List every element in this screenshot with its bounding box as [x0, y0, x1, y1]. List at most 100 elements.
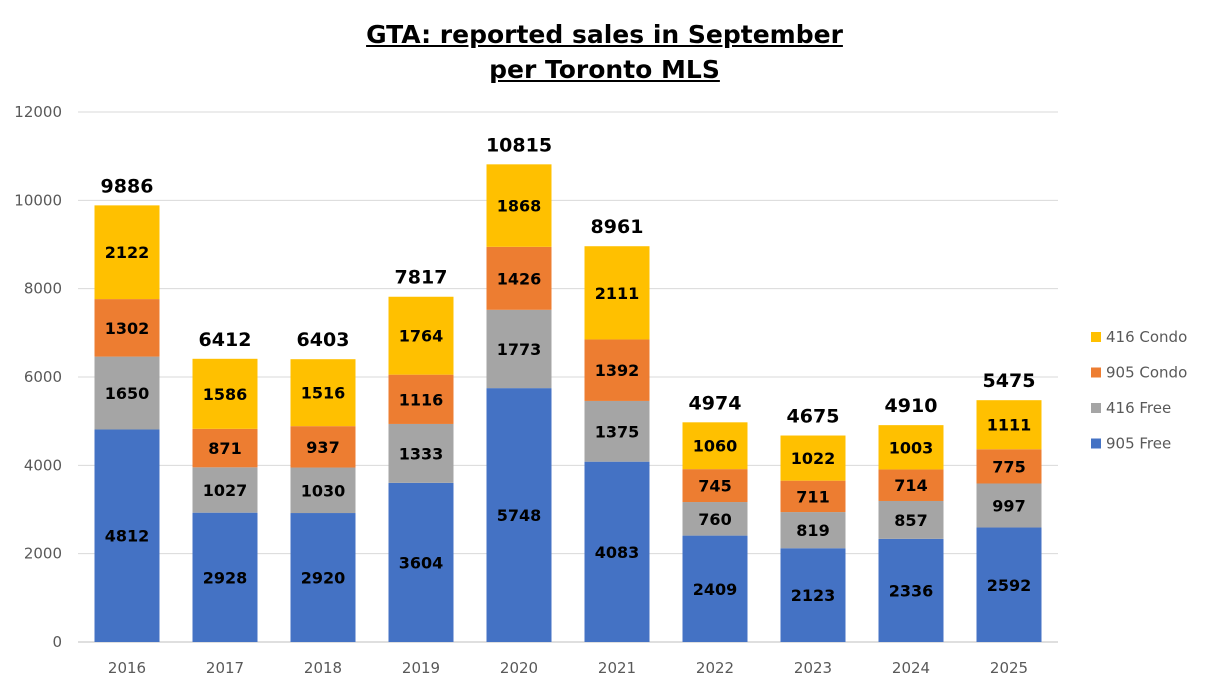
- data-label-416-condo-2022: 1060: [693, 437, 738, 456]
- y-tick-label: 10000: [14, 191, 62, 209]
- x-tick-label: 2016: [108, 659, 146, 677]
- x-tick-label: 2019: [402, 659, 440, 677]
- data-label-905-free-2025: 2592: [987, 576, 1032, 595]
- data-label-416-free-2022: 760: [698, 510, 731, 529]
- data-label-416-condo-2018: 1516: [301, 384, 346, 403]
- bar-905-free-2017: [192, 512, 258, 642]
- legend-label-905-condo: 905 Condo: [1106, 364, 1187, 382]
- bar-416-free-2019: [388, 423, 454, 483]
- bar-905-free-2022: [682, 535, 748, 642]
- bar-905-free-2024: [878, 538, 944, 642]
- data-label-416-free-2016: 1650: [105, 384, 150, 403]
- x-tick-label: 2024: [892, 659, 930, 677]
- bar-905-condo-2019: [388, 374, 454, 424]
- data-label-905-condo-2018: 937: [306, 438, 339, 457]
- data-label-905-condo-2023: 711: [796, 487, 829, 506]
- total-label-2024: 4910: [885, 395, 938, 417]
- data-label-905-condo-2020: 1426: [497, 269, 542, 288]
- y-tick-label: 6000: [24, 368, 62, 386]
- data-label-905-free-2021: 4083: [595, 543, 640, 562]
- x-tick-label: 2022: [696, 659, 734, 677]
- data-label-905-condo-2016: 1302: [105, 319, 150, 338]
- legend-swatch-905-condo: [1091, 367, 1101, 378]
- x-tick-label: 2018: [304, 659, 342, 677]
- data-label-416-free-2019: 1333: [399, 444, 444, 463]
- total-label-2019: 7817: [395, 267, 448, 289]
- bar-416-free-2025: [976, 483, 1042, 528]
- bar-905-condo-2024: [878, 469, 944, 501]
- data-label-416-condo-2016: 2122: [105, 243, 150, 262]
- data-label-416-condo-2025: 1111: [987, 416, 1032, 435]
- bar-416-condo-2024: [878, 425, 944, 470]
- data-label-416-condo-2021: 2111: [595, 284, 640, 303]
- bar-416-free-2023: [780, 512, 846, 549]
- bar-905-free-2020: [486, 388, 552, 642]
- bar-416-free-2016: [94, 356, 160, 430]
- data-label-416-condo-2019: 1764: [399, 327, 444, 346]
- data-label-905-condo-2021: 1392: [595, 361, 640, 380]
- bar-905-free-2021: [584, 461, 650, 642]
- data-label-905-free-2022: 2409: [693, 580, 738, 599]
- total-label-2021: 8961: [591, 216, 644, 238]
- bar-416-condo-2023: [780, 435, 846, 481]
- bar-905-condo-2025: [976, 449, 1042, 484]
- legend-label-416-condo: 416 Condo: [1106, 328, 1187, 346]
- bar-416-free-2021: [584, 400, 650, 462]
- bar-905-condo-2018: [290, 426, 356, 468]
- bar-416-condo-2018: [290, 359, 356, 427]
- total-label-2025: 5475: [983, 370, 1036, 392]
- data-label-905-condo-2022: 745: [698, 477, 731, 496]
- data-label-416-free-2023: 819: [796, 521, 829, 540]
- data-label-905-free-2023: 2123: [791, 586, 836, 605]
- bar-905-free-2019: [388, 482, 454, 642]
- bar-416-free-2022: [682, 502, 748, 536]
- bar-905-free-2018: [290, 513, 356, 642]
- data-label-416-free-2020: 1773: [497, 340, 542, 359]
- data-label-416-free-2024: 857: [894, 511, 927, 530]
- data-label-905-free-2016: 4812: [105, 527, 150, 546]
- data-label-905-free-2020: 5748: [497, 506, 542, 525]
- data-label-416-condo-2023: 1022: [791, 449, 836, 468]
- data-label-416-free-2017: 1027: [203, 481, 248, 500]
- x-tick-label: 2020: [500, 659, 538, 677]
- data-label-905-free-2019: 3604: [399, 553, 444, 572]
- bar-905-free-2025: [976, 527, 1042, 642]
- data-label-416-free-2018: 1030: [301, 481, 346, 500]
- bar-905-condo-2021: [584, 339, 650, 401]
- data-label-416-condo-2017: 1586: [203, 385, 248, 404]
- data-label-905-condo-2024: 714: [894, 476, 927, 495]
- bar-905-condo-2023: [780, 480, 846, 513]
- total-label-2018: 6403: [297, 329, 350, 351]
- data-label-905-condo-2025: 775: [992, 457, 1025, 476]
- bar-416-condo-2016: [94, 205, 160, 300]
- bar-905-free-2016: [94, 429, 160, 642]
- legend-label-416-free: 416 Free: [1106, 399, 1171, 417]
- chart-subtitle: per Toronto MLS: [489, 55, 720, 84]
- y-tick-label: 2000: [24, 545, 62, 563]
- bar-416-condo-2019: [388, 296, 454, 375]
- bar-905-condo-2022: [682, 469, 748, 503]
- total-label-2016: 9886: [101, 175, 154, 197]
- total-label-2022: 4974: [689, 392, 742, 414]
- bar-416-free-2024: [878, 500, 944, 539]
- bar-905-free-2023: [780, 548, 846, 642]
- legend-swatch-905-free: [1091, 438, 1101, 449]
- bar-905-condo-2020: [486, 246, 552, 310]
- legend-swatch-416-free: [1091, 403, 1101, 413]
- data-label-416-free-2025: 997: [992, 497, 1025, 516]
- total-label-2017: 6412: [199, 329, 252, 351]
- data-label-905-free-2018: 2920: [301, 569, 346, 588]
- total-label-2023: 4675: [787, 406, 840, 428]
- legend-label-905-free: 905 Free: [1106, 435, 1171, 453]
- data-label-905-free-2024: 2336: [889, 581, 934, 600]
- data-label-416-condo-2020: 1868: [497, 197, 542, 216]
- bar-416-condo-2025: [976, 400, 1042, 450]
- bar-416-free-2020: [486, 309, 552, 389]
- bar-416-condo-2021: [584, 246, 650, 340]
- bar-905-condo-2017: [192, 428, 258, 468]
- data-label-416-condo-2024: 1003: [889, 438, 934, 457]
- bar-416-free-2017: [192, 467, 258, 513]
- y-tick-label: 8000: [24, 280, 62, 298]
- data-label-905-condo-2019: 1116: [399, 390, 444, 409]
